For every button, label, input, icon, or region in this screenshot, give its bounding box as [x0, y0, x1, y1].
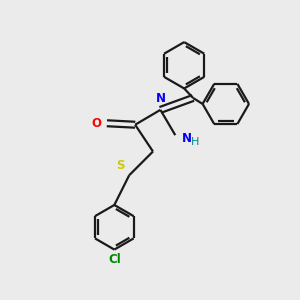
Text: Cl: Cl	[108, 253, 121, 266]
Text: S: S	[117, 159, 125, 172]
Text: O: O	[92, 117, 102, 130]
Text: N: N	[155, 92, 165, 104]
Text: N: N	[182, 132, 192, 145]
Text: H: H	[191, 137, 199, 147]
